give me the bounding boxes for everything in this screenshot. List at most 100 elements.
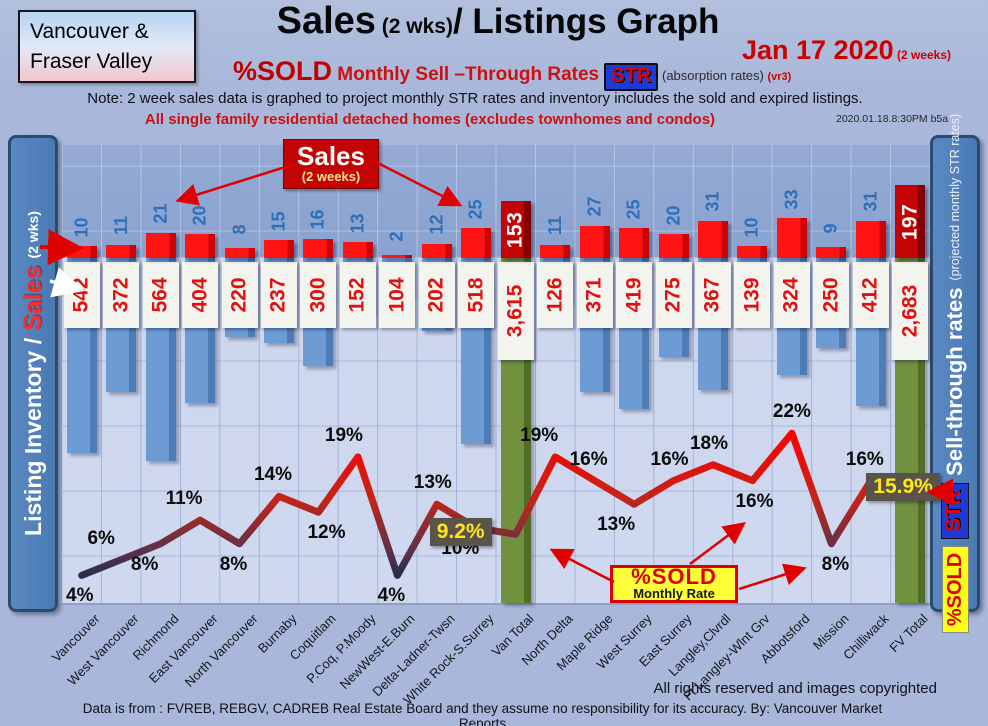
total-sales-bar: 153 [500,201,531,258]
sales-bar [698,220,728,258]
sales-bar [185,234,216,258]
inventory-value-box: 237 [261,262,297,328]
pct-sold-label: 16% [735,490,774,512]
pct-sold-label: 13% [413,472,452,494]
sales-bar [421,243,452,258]
pct-sold-highlight-box: 9.2% [429,518,492,547]
sales-callout: Sales (2 weeks) [283,139,379,189]
pct-sold-callout: %SOLD Monthly Rate [610,565,738,603]
subtitle-line: %SOLD Monthly Sell –Through Rates STR (a… [233,56,791,91]
pct-sold-callout-title: %SOLD [631,563,717,589]
region-line1: Vancouver & [30,20,149,43]
pct-sold-label: 14% [253,464,293,486]
pct-sold-label: 16% [569,448,608,470]
left-axis-label: Listing Inventory / Sales (2 wks) [11,138,55,609]
sales-bar [579,225,610,258]
right-axis-title: Sell-through rates [942,287,967,476]
pct-sold-label: 19% [324,424,363,446]
pct-sold-highlight-box: 15.9% [866,473,940,502]
inventory-value-box: 104 [379,262,416,328]
inventory-value-box: 3,615 [497,262,534,360]
absorption-label: (absorption rates) [658,68,768,83]
title-rest: / Listings Graph [452,2,720,41]
data-source-text: Data is from : FVREB, REBGV, CADREB Real… [82,701,883,726]
sales-bar [264,240,294,258]
pct-sold-label: 8% [219,553,248,575]
inventory-value-box: 126 [537,262,574,328]
pct-sold-label: 8% [130,553,159,575]
inventory-value-box: 324 [773,262,810,328]
rates-label: Monthly Sell –Through Rates [332,64,605,85]
sales-bar [737,246,768,258]
right-axis-subtitle: (projected monthly STR rates) [948,113,962,281]
sales-bar [106,244,137,258]
pct-sold-chip: %SOLD [941,545,969,634]
report-date: Jan 17 2020 (2 weeks) [742,35,951,66]
inventory-value-box: 371 [576,262,613,328]
inventory-value-box: 139 [734,262,771,328]
left-axis-sales-note: (2 wks) [25,211,41,259]
timestamp: 2020.01.18.8:30PM b5a [836,113,949,125]
date-value: Jan 17 2020 [742,35,894,65]
pct-sold-label: 4% [66,585,94,607]
inventory-value-box: 419 [616,262,653,328]
inventory-value-box: 220 [221,262,258,328]
left-axis-sales-label: Sales [18,265,47,331]
right-axis-bar: %SOLD STR Sell-through rates (projected … [930,114,980,634]
pct-sold-label: 18% [689,432,729,454]
inventory-value-box: 250 [813,262,850,328]
inventory-value-box: 367 [695,262,731,328]
left-axis-bar: Listing Inventory / Sales (2 wks) [8,135,58,612]
inventory-value-box: 275 [655,262,692,328]
sales-bar [855,220,886,258]
sales-bar [342,242,373,258]
pct-sold-label: 6% [87,527,115,549]
inventory-value-box: 2,683 [892,262,929,360]
inventory-value-box: 412 [852,262,889,328]
inventory-value-box: 152 [339,262,376,328]
pct-sold-label: 8% [821,553,850,575]
pct-sold-label: 12% [307,522,346,544]
sales-bar [382,255,413,258]
sales-callout-title: Sales [297,141,365,172]
str-badge: STR [604,63,659,91]
pct-sold-label: 22% [772,401,811,423]
total-sales-bar: 197 [895,185,926,258]
left-axis-inventory-label: Listing Inventory / [19,337,46,536]
copyright-text: All rights reserved and images copyright… [653,680,937,697]
region-line2: Fraser Valley [30,50,153,74]
sales-bar [145,232,176,258]
date-note: (2 weeks) [893,48,951,62]
plot-area: 542 10 4% 372 11 6% 564 21 8% 404 20 11% 220 8 8% 237 15… [62,145,940,606]
str-line-chart [78,429,914,579]
inventory-value-box: 202 [418,262,455,328]
pct-sold-label: 16% [650,448,689,470]
sales-callout-subtitle: (2 weeks) [301,168,361,184]
version-label: (vr3) [767,71,792,83]
inventory-value-box: 518 [458,262,495,328]
pct-sold-label: 11% [165,488,203,510]
sales-bar [461,228,492,258]
str-line [78,429,914,579]
right-axis-label: %SOLD STR Sell-through rates (projected … [933,114,977,634]
inventory-value-box: 564 [142,262,179,328]
inventory-value-box: 300 [300,262,337,328]
sales-bar [224,248,255,258]
pct-sold-label: %SOLD [233,56,333,86]
pct-sold-label: 19% [520,424,559,446]
inventory-value-box: 404 [182,262,219,328]
inventory-value-box: 372 [103,262,140,328]
sales-bar [776,218,807,258]
page-title: Sales (2 wks)/ Listings Graph [238,0,758,43]
sales-bar [303,238,334,258]
sales-bar [619,228,650,258]
sales-bar [816,247,847,258]
scope-text: All single family residential detached h… [144,111,716,128]
title-main: Sales [276,0,376,42]
pct-sold-callout-subtitle: Monthly Rate [633,586,715,602]
sales-bar [540,244,571,258]
pct-sold-label: 16% [845,448,884,470]
str-chip: STR [941,482,969,539]
region-title-box: Vancouver & Fraser Valley [18,10,196,83]
